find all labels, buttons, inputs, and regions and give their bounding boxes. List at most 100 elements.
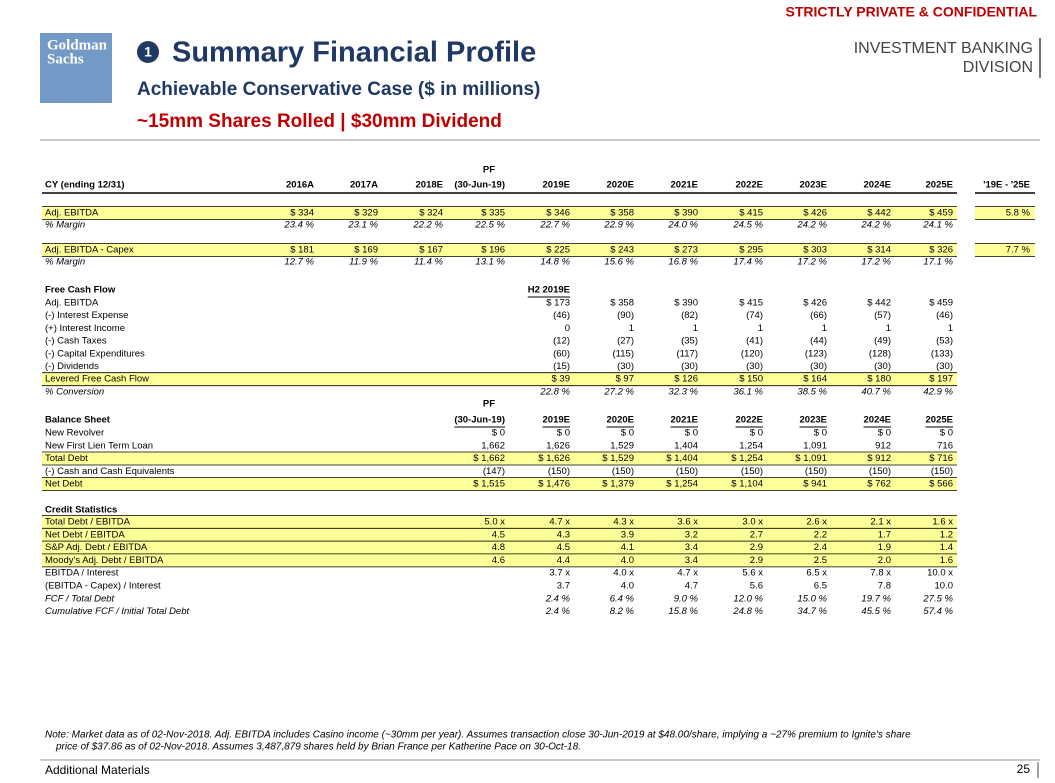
cell-value: (117) xyxy=(677,348,698,359)
cell-value: 17.2 % xyxy=(861,257,891,268)
cell-value: (150) xyxy=(548,466,570,477)
row-label: (-) Cash and Cash Equivalents xyxy=(45,466,175,477)
cell-value: (30) xyxy=(936,361,953,372)
cell-value: $ 197 xyxy=(929,374,953,385)
cell-value: $ 0 xyxy=(557,428,570,439)
column-header: 2022E xyxy=(736,415,763,426)
cell-value: 2.6 x xyxy=(806,517,827,528)
cell-value: (66) xyxy=(810,310,827,321)
column-header: 2021E xyxy=(671,180,698,191)
cell-value: 17.4 % xyxy=(733,257,763,268)
cell-value: 7.8 x xyxy=(870,568,891,579)
cell-value: $ 1,404 xyxy=(666,453,698,464)
column-header: H2 2019E xyxy=(528,285,570,296)
cell-value: (53) xyxy=(936,336,953,347)
cell-value: $ 762 xyxy=(867,479,891,490)
cell-value: $ 169 xyxy=(354,245,378,256)
cell-value: 24.2 % xyxy=(860,220,891,231)
cell-value: 4.7 xyxy=(685,581,698,592)
row-label: (+) Interest Income xyxy=(45,323,125,334)
cell-value: 5.6 xyxy=(750,581,763,592)
cell-value: 1 xyxy=(629,323,634,334)
cell-value: 2.0 xyxy=(878,555,891,566)
column-header: 2020E xyxy=(607,180,634,191)
row-label: Levered Free Cash Flow xyxy=(45,374,149,385)
row-label: Net Debt xyxy=(45,479,83,490)
cell-value: $ 180 xyxy=(867,374,891,385)
cell-value: 1 xyxy=(758,323,763,334)
column-header: (30-Jun-19) xyxy=(454,415,505,426)
column-header: 2016A xyxy=(286,180,314,191)
cell-value: $ 0 xyxy=(940,428,953,439)
cell-value: $ 716 xyxy=(929,453,953,464)
cell-value: $ 314 xyxy=(867,245,891,256)
cell-value: 22.5 % xyxy=(474,220,505,231)
cell-value: 3.9 xyxy=(621,529,634,540)
cell-value: 3.2 xyxy=(685,529,698,540)
row-label: S&P Adj. Debt / EBITDA xyxy=(45,542,148,553)
cell-value: 11.4 % xyxy=(414,257,443,268)
row-label: Cumulative FCF / Initial Total Debt xyxy=(45,606,190,617)
cell-value: 1.6 xyxy=(940,555,953,566)
row-label: Net Debt / EBITDA xyxy=(45,529,125,540)
highlight xyxy=(42,372,957,386)
cell-value: $ 1,662 xyxy=(473,453,505,464)
cell-value: (41) xyxy=(746,336,763,347)
column-header: 2025E xyxy=(926,180,953,191)
highlight xyxy=(42,206,957,220)
row-label: (-) Interest Expense xyxy=(45,310,128,321)
highlight xyxy=(975,243,1035,257)
cell-value: (150) xyxy=(741,466,763,477)
cell-value: $ 329 xyxy=(354,208,378,219)
cell-value: 27.5 % xyxy=(922,593,953,604)
cell-value: $ 164 xyxy=(803,374,827,385)
footer-label: Additional Materials xyxy=(45,763,150,777)
cell-value: 2.4 % xyxy=(545,606,571,617)
section-header: Free Cash Flow xyxy=(45,285,116,296)
cell-value: $ 326 xyxy=(929,245,953,256)
cell-value: (35) xyxy=(681,336,698,347)
highlight xyxy=(42,528,957,542)
cell-value: 2.2 xyxy=(814,529,827,540)
cell-value: (46) xyxy=(936,310,953,321)
cell-value: (123) xyxy=(805,348,827,359)
cell-value: $ 243 xyxy=(610,245,634,256)
column-header: 2024E xyxy=(864,180,891,191)
cell-value: 4.5 xyxy=(557,542,570,553)
column-header: 2019E xyxy=(543,180,570,191)
cell-value: 2.1 x xyxy=(870,517,891,528)
cell-value: $ 390 xyxy=(674,208,698,219)
cell-value: $ 1,476 xyxy=(538,479,570,490)
cell-value: 2.9 xyxy=(750,555,763,566)
cell-value: 1,662 xyxy=(481,440,505,451)
cell-value: (90) xyxy=(617,310,634,321)
cell-value: 2.4 xyxy=(814,542,827,553)
cell-value: 34.7 % xyxy=(797,606,827,617)
cell-value: 3.7 xyxy=(557,581,570,592)
column-header: 2017A xyxy=(350,180,378,191)
row-label: Adj. EBITDA - Capex xyxy=(45,245,134,256)
column-super-header: PF xyxy=(483,399,495,410)
row-label: (EBITDA - Capex) / Interest xyxy=(45,581,161,592)
cell-value: $ 1,379 xyxy=(602,479,634,490)
cell-value: $ 0 xyxy=(492,428,505,439)
cell-value: $ 334 xyxy=(290,208,314,219)
cell-value: 24.0 % xyxy=(667,220,698,231)
cell-value: 36.1 % xyxy=(733,386,763,397)
cell-value: $ 941 xyxy=(803,479,827,490)
cell-value: $ 415 xyxy=(739,208,763,219)
column-header: 2019E xyxy=(543,415,570,426)
row-label: Adj. EBITDA xyxy=(45,298,99,309)
cell-value: 1.6 x xyxy=(932,517,953,528)
cell-value: $ 1,104 xyxy=(731,479,763,490)
cell-value: (150) xyxy=(805,466,827,477)
highlight xyxy=(42,553,957,567)
cell-value: $ 173 xyxy=(546,298,570,309)
cell-value: 24.2 % xyxy=(796,220,827,231)
cell-value: 4.7 x xyxy=(677,568,698,579)
cell-value: (49) xyxy=(874,336,891,347)
cell-value: 17.1 % xyxy=(923,257,953,268)
cell-value: 6.4 % xyxy=(610,593,635,604)
cell-value: $ 459 xyxy=(929,298,953,309)
cell-value: $ 1,626 xyxy=(538,453,570,464)
